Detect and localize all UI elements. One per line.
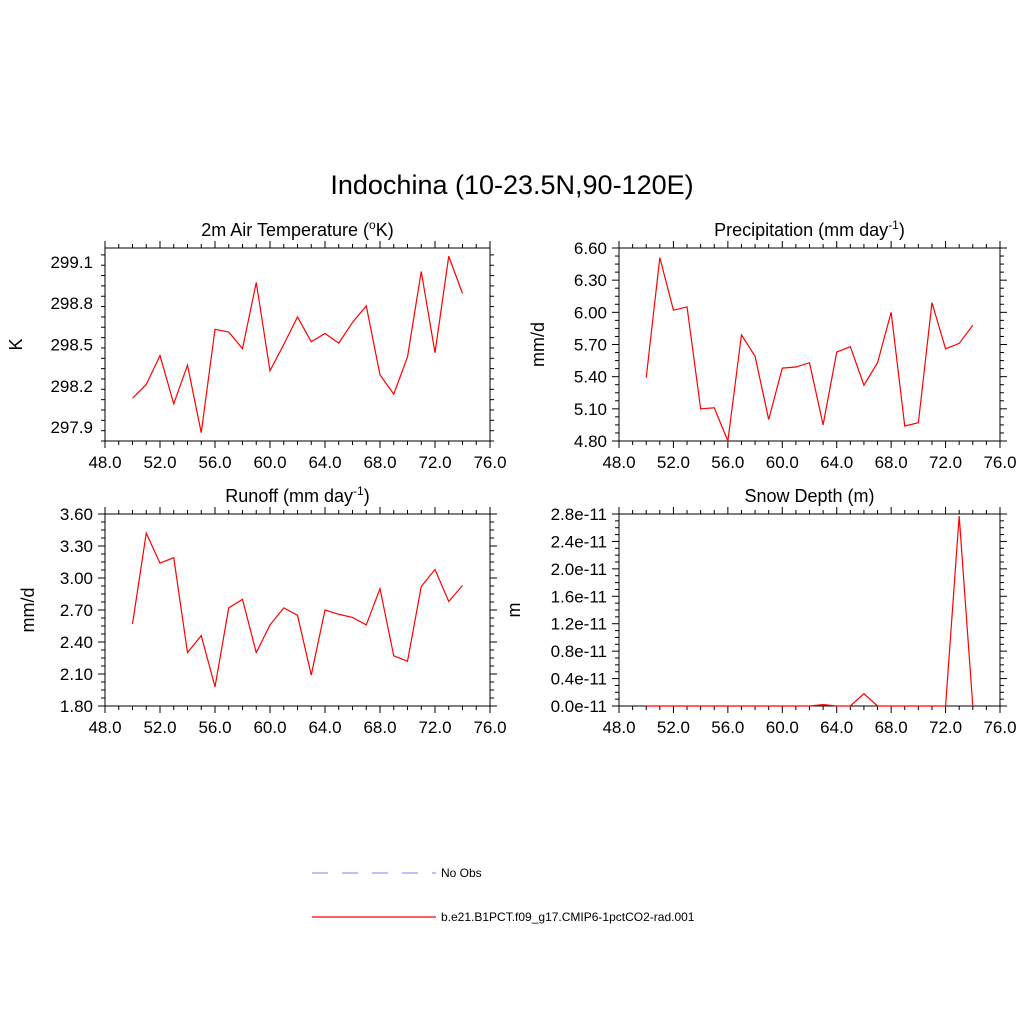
panel-title-superscript: -1: [353, 484, 364, 498]
x-tick-label: 56.0: [198, 453, 231, 472]
x-tick-label: 64.0: [820, 453, 853, 472]
y-tick-label: 2.10: [60, 665, 93, 684]
x-tick-label: 76.0: [473, 453, 506, 472]
x-tick-label: 60.0: [766, 718, 799, 737]
y-tick-label: 298.2: [50, 377, 93, 396]
x-tick-label: 68.0: [363, 453, 396, 472]
x-tick-label: 48.0: [602, 453, 635, 472]
x-tick-label: 68.0: [875, 453, 908, 472]
panel-title-suffix: ): [364, 486, 370, 506]
y-axis-label: mm/d: [528, 322, 548, 367]
chart-panel-2: Precipitation (mm day-1) mm/d 48.0 52.0 56.0…: [528, 218, 1017, 472]
x-tick-label: 56.0: [198, 718, 231, 737]
x-tick-label: 76.0: [983, 718, 1016, 737]
y-tick-label: 297.9: [50, 418, 93, 437]
plot-frame: [618, 513, 1001, 707]
panel-title-main: 2m Air Temperature (: [201, 220, 369, 240]
panel-title-suffix: K): [376, 220, 394, 240]
y-tick-label: 2.4e-11: [551, 532, 607, 551]
y-tick-label: 6.30: [574, 271, 607, 290]
y-axis-label: mm/d: [18, 588, 38, 633]
x-tick-label: 52.0: [657, 718, 690, 737]
panel-title-superscript: o: [369, 218, 376, 232]
x-tick-label: 72.0: [418, 453, 451, 472]
x-tick-label: 60.0: [766, 453, 799, 472]
x-tick-label: 48.0: [88, 453, 121, 472]
y-tick-label: 0.8e-11: [551, 642, 607, 661]
panel-title: 2m Air Temperature (oK): [201, 218, 393, 240]
y-tick-label: 1.6e-11: [551, 587, 607, 606]
x-tick-label: 56.0: [711, 718, 744, 737]
y-tick-label: 0.4e-11: [551, 670, 607, 689]
y-tick-label: 5.70: [574, 336, 607, 355]
panel-title-superscript: -1: [888, 218, 899, 232]
series-line: [131, 531, 463, 687]
x-tick-label: 52.0: [143, 718, 176, 737]
x-tick-label: 72.0: [929, 718, 962, 737]
x-tick-label: 64.0: [820, 718, 853, 737]
y-axis-label: m: [504, 603, 524, 618]
y-tick-label: 6.60: [574, 239, 607, 258]
x-tick-label: 64.0: [308, 453, 341, 472]
y-tick-label: 299.1: [50, 253, 93, 272]
y-tick-label: 0.0e-11: [551, 697, 607, 716]
y-tick-label: 3.00: [60, 569, 93, 588]
y-tick-label: 5.40: [574, 368, 607, 387]
y-tick-label: 6.00: [574, 303, 607, 322]
x-tick-label: 68.0: [363, 718, 396, 737]
x-tick-label: 48.0: [88, 718, 121, 737]
series-line: [645, 257, 974, 444]
y-tick-label: 2.8e-11: [551, 505, 607, 524]
plot-frame: [618, 247, 1001, 442]
x-tick-label: 64.0: [308, 718, 341, 737]
y-tick-label: 2.40: [60, 633, 93, 652]
y-tick-label: 3.60: [60, 505, 93, 524]
panel-title-suffix: ): [899, 220, 905, 240]
x-tick-label: 60.0: [253, 453, 286, 472]
x-tick-label: 68.0: [875, 718, 908, 737]
y-tick-label: 2.0e-11: [551, 560, 607, 579]
x-tick-label: 56.0: [711, 453, 744, 472]
legend-label: b.e21.B1PCT.f09_g17.CMIP6-1pctCO2-rad.00…: [441, 910, 695, 924]
y-axis-label: K: [6, 338, 26, 350]
y-tick-label: 2.70: [60, 601, 93, 620]
series-line: [132, 256, 464, 433]
chart-panels: 2m Air Temperature (oK) K 48.0 52.0 56.0 60.0…: [6, 218, 1017, 737]
y-tick-label: 4.80: [574, 432, 607, 451]
y-tick-label: 1.2e-11: [551, 615, 607, 634]
panel-title-main: Runoff (mm day: [225, 486, 353, 506]
x-tick-label: 48.0: [602, 718, 635, 737]
panel-title-main: Snow Depth (m): [744, 486, 874, 506]
y-tick-label: 3.30: [60, 537, 93, 556]
y-tick-label: 298.5: [50, 336, 93, 355]
plot-frame: [104, 247, 491, 442]
x-tick-label: 60.0: [253, 718, 286, 737]
x-tick-label: 72.0: [418, 718, 451, 737]
legend-label: No Obs: [441, 866, 482, 880]
panel-title-main: Precipitation (mm day: [714, 220, 888, 240]
y-tick-label: 298.8: [50, 294, 93, 313]
legend: No Obs b.e21.B1PCT.f09_g17.CMIP6-1pctCO2-…: [312, 866, 695, 924]
chart-panel-4: Snow Depth (m) m 48.0 52.0 56.0 60.0 64.0 68.0 7…: [504, 486, 1017, 737]
chart-panel-1: 2m Air Temperature (oK) K 48.0 52.0 56.0 60.0…: [6, 218, 507, 472]
figure-title: Indochina (10-23.5N,90-120E): [330, 170, 693, 200]
panel-title: Precipitation (mm day-1): [714, 218, 905, 240]
panel-title: Snow Depth (m): [744, 486, 874, 506]
y-tick-label: 1.80: [60, 697, 93, 716]
x-tick-label: 72.0: [929, 453, 962, 472]
chart-panel-3: Runoff (mm day-1) mm/d 48.0 52.0 56.0 60.0 64.…: [18, 484, 507, 737]
plot-frame: [104, 513, 491, 707]
x-tick-label: 52.0: [143, 453, 176, 472]
x-tick-label: 52.0: [657, 453, 690, 472]
series-line: [646, 516, 974, 707]
y-tick-label: 5.10: [574, 400, 607, 419]
x-tick-label: 76.0: [473, 718, 506, 737]
panel-title: Runoff (mm day-1): [225, 484, 369, 506]
x-tick-label: 76.0: [983, 453, 1016, 472]
